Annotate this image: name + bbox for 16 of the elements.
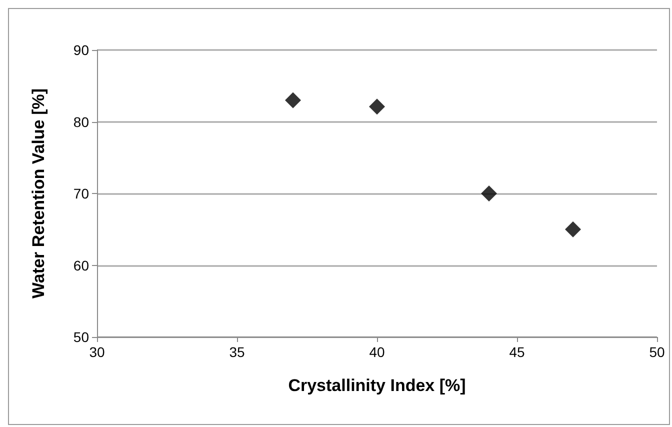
y-tick-label: 70 xyxy=(73,186,90,202)
x-tick-label: 40 xyxy=(369,344,385,360)
x-tick-label: 35 xyxy=(229,344,245,360)
y-tick-label: 50 xyxy=(73,329,90,345)
y-tick-label: 60 xyxy=(73,257,90,274)
point xyxy=(369,98,385,115)
point xyxy=(481,186,497,202)
y-tick-label: 80 xyxy=(73,114,90,130)
x-tick-label: 30 xyxy=(89,344,105,360)
point xyxy=(565,221,581,238)
x-axis-title: Crystallinity Index [%] xyxy=(288,376,466,395)
point xyxy=(285,92,301,108)
y-tick-label: 90 xyxy=(73,42,90,58)
y-axis-title: Water Retention Value [%] xyxy=(29,88,48,299)
x-tick-label: 50 xyxy=(649,344,665,360)
x-tick-label: 45 xyxy=(509,344,525,360)
